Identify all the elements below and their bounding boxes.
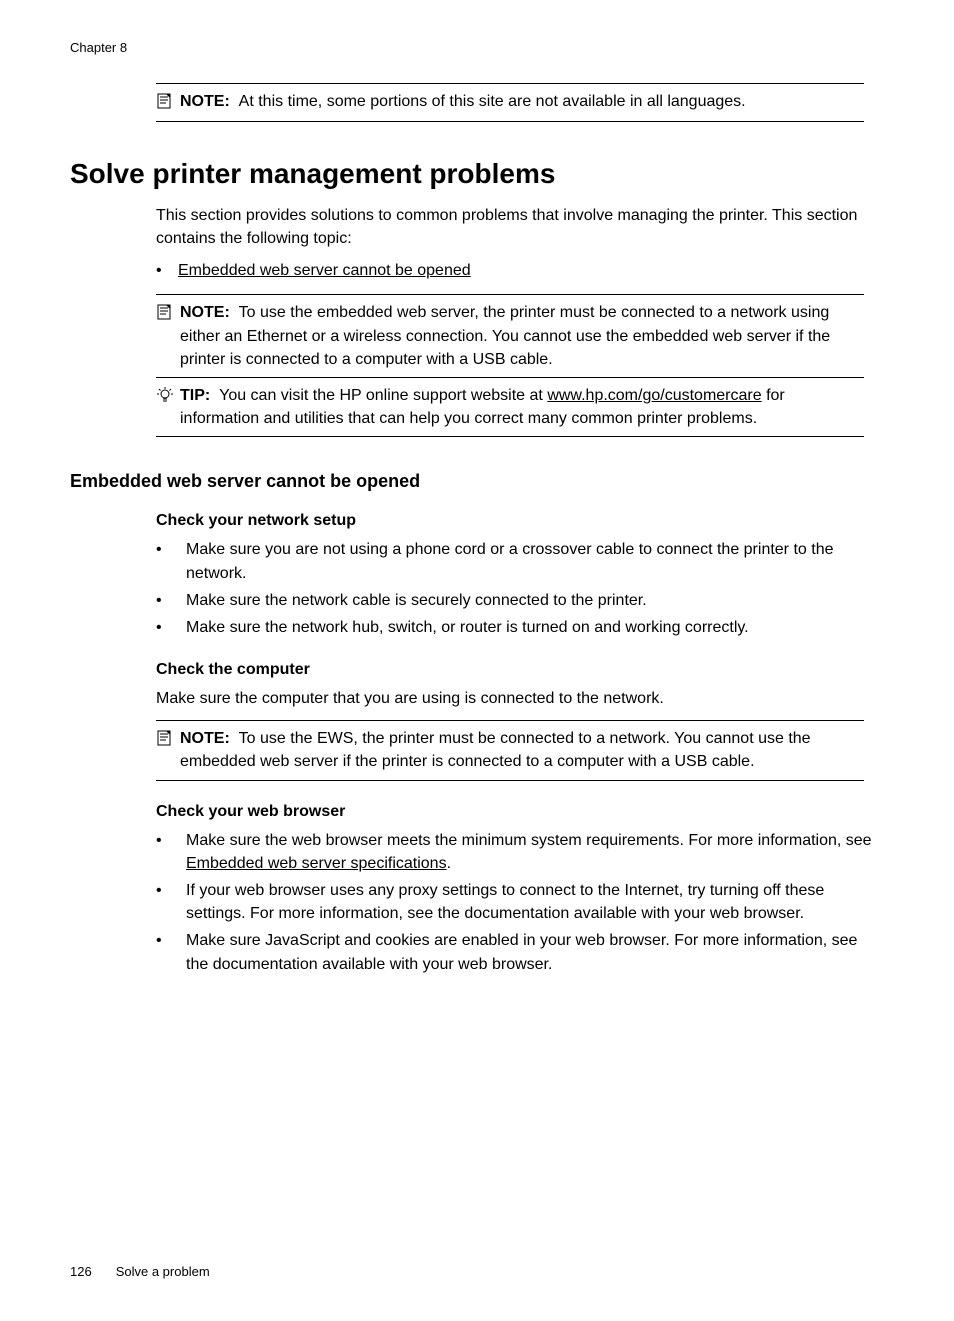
tip-text: TIP: You can visit the HP online support… [180, 384, 864, 430]
list-item: •Make sure the network cable is securely… [156, 589, 884, 612]
note-icon [156, 92, 174, 115]
lightbulb-icon [156, 386, 174, 409]
list-item: •Make sure JavaScript and cookies are en… [156, 929, 884, 975]
tip-link[interactable]: www.hp.com/go/customercare [547, 387, 761, 404]
check-network-heading: Check your network setup [156, 512, 884, 530]
item-text: Make sure you are not using a phone cord… [186, 538, 884, 584]
topic-link-list: Embedded web server cannot be opened [156, 262, 884, 280]
check-computer-heading: Check the computer [156, 661, 884, 679]
list-item: Embedded web server cannot be opened [156, 262, 884, 280]
tip-label: TIP: [180, 387, 210, 404]
note-computer-text: NOTE: To use the EWS, the printer must b… [180, 727, 864, 773]
item-text: Make sure JavaScript and cookies are ena… [186, 929, 884, 975]
tip-pre: You can visit the HP online support webs… [219, 387, 547, 404]
note-body: To use the embedded web server, the prin… [180, 304, 830, 367]
topic-link[interactable]: Embedded web server cannot be opened [178, 262, 471, 279]
list-item: •If your web browser uses any proxy sett… [156, 879, 884, 925]
note-ews-text: NOTE: To use the embedded web server, th… [180, 301, 864, 371]
check-browser-list: •Make sure the web browser meets the min… [156, 829, 884, 976]
intro-paragraph: This section provides solutions to commo… [156, 204, 864, 250]
note-ews-block: NOTE: To use the embedded web server, th… [156, 294, 864, 377]
note-icon [156, 303, 174, 326]
ews-spec-link[interactable]: Embedded web server specifications [186, 855, 447, 872]
note-icon [156, 729, 174, 752]
note-label: NOTE: [180, 93, 230, 110]
note-label: NOTE: [180, 304, 230, 321]
item-text: Make sure the network cable is securely … [186, 589, 647, 612]
note-computer-block: NOTE: To use the EWS, the printer must b… [156, 720, 864, 780]
check-network-list: •Make sure you are not using a phone cor… [156, 538, 884, 639]
item-text: If your web browser uses any proxy setti… [186, 879, 884, 925]
list-item: •Make sure you are not using a phone cor… [156, 538, 884, 584]
item-text: Make sure the web browser meets the mini… [186, 829, 884, 875]
chapter-label: Chapter 8 [70, 40, 884, 55]
check-computer-paragraph: Make sure the computer that you are usin… [156, 687, 864, 710]
note-top-block: NOTE: At this time, some portions of thi… [156, 83, 864, 122]
section-heading: Solve printer management problems [70, 158, 884, 190]
item-pre: Make sure the web browser meets the mini… [186, 832, 872, 849]
note-body: At this time, some portions of this site… [239, 93, 746, 110]
tip-block: TIP: You can visit the HP online support… [156, 377, 864, 437]
note-label: NOTE: [180, 730, 230, 747]
list-item: •Make sure the network hub, switch, or r… [156, 616, 884, 639]
page-footer: 126 Solve a problem [70, 1264, 210, 1279]
subsection-heading: Embedded web server cannot be opened [70, 471, 884, 492]
item-text: Make sure the network hub, switch, or ro… [186, 616, 749, 639]
note-body: To use the EWS, the printer must be conn… [180, 730, 811, 770]
item-post: . [447, 855, 451, 872]
page-number: 126 [70, 1264, 92, 1279]
list-item: •Make sure the web browser meets the min… [156, 829, 884, 875]
note-top-text: NOTE: At this time, some portions of thi… [180, 90, 746, 113]
check-browser-heading: Check your web browser [156, 803, 884, 821]
footer-title: Solve a problem [116, 1264, 210, 1279]
